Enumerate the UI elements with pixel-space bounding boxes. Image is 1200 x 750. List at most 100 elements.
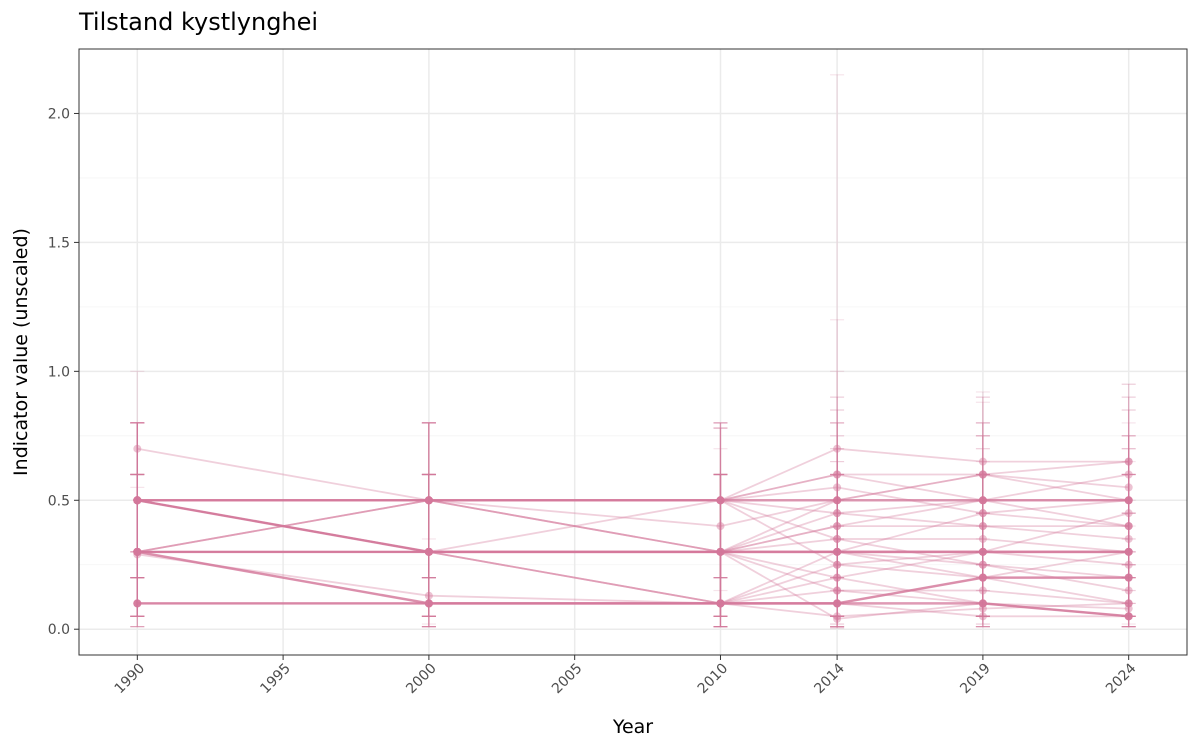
data-point bbox=[424, 496, 433, 505]
series-line bbox=[137, 499, 1129, 610]
plot-panel-border bbox=[78, 48, 1188, 656]
series-line bbox=[137, 460, 1129, 553]
data-point bbox=[424, 496, 433, 505]
data-point bbox=[1124, 573, 1133, 582]
data-point bbox=[424, 599, 433, 608]
series-line bbox=[137, 447, 1129, 553]
x-tick-label: 2014 bbox=[811, 660, 848, 697]
data-point bbox=[716, 599, 725, 608]
data-point bbox=[133, 547, 142, 556]
series-line bbox=[137, 499, 1129, 553]
data-point bbox=[833, 547, 842, 556]
series-line bbox=[137, 499, 1129, 553]
series-group bbox=[130, 396, 1136, 617]
data-point bbox=[978, 612, 987, 621]
data-point bbox=[1124, 496, 1133, 505]
data-point bbox=[978, 599, 987, 608]
data-point bbox=[716, 496, 725, 505]
data-point bbox=[978, 560, 987, 569]
data-point bbox=[424, 547, 433, 556]
series-group bbox=[130, 473, 1136, 628]
x-tick-label: 1995 bbox=[257, 661, 294, 698]
data-point bbox=[1124, 586, 1133, 595]
data-point bbox=[1124, 573, 1133, 582]
x-axis-title: Year bbox=[612, 716, 653, 738]
series-group bbox=[130, 473, 1136, 628]
data-point bbox=[133, 496, 142, 505]
series-group bbox=[130, 401, 1136, 617]
data-point bbox=[833, 534, 842, 543]
data-point bbox=[978, 509, 987, 518]
y-axis-ticks: 0.0 0.5 1.0 1.5 2.0 bbox=[48, 106, 79, 638]
data-point bbox=[424, 547, 433, 556]
data-point bbox=[716, 547, 725, 556]
data-point bbox=[1124, 496, 1133, 505]
data-point bbox=[978, 470, 987, 479]
data-point bbox=[1124, 522, 1133, 531]
data-point bbox=[978, 496, 987, 505]
data-point bbox=[1124, 547, 1133, 556]
data-point bbox=[833, 483, 842, 492]
data-point bbox=[1124, 496, 1133, 505]
data-point bbox=[978, 457, 987, 466]
data-point bbox=[424, 547, 433, 556]
series-line bbox=[137, 473, 1129, 553]
series-line bbox=[137, 551, 1129, 605]
data-point bbox=[716, 599, 725, 608]
data-point bbox=[133, 547, 142, 556]
series-group bbox=[130, 383, 1136, 617]
series-line bbox=[137, 551, 1129, 620]
data-point bbox=[424, 496, 433, 505]
data-point bbox=[1124, 522, 1133, 531]
data-point bbox=[716, 547, 725, 556]
series-line bbox=[137, 499, 1129, 618]
data-point bbox=[133, 599, 142, 608]
data-point bbox=[978, 470, 987, 479]
series-group bbox=[130, 370, 1136, 592]
x-tick-label: 1990 bbox=[112, 661, 149, 698]
data-point bbox=[424, 496, 433, 505]
data-point bbox=[978, 560, 987, 569]
series-line bbox=[137, 499, 1129, 553]
data-point bbox=[133, 599, 142, 608]
data-point bbox=[833, 560, 842, 569]
data-point bbox=[833, 547, 842, 556]
data-point bbox=[978, 599, 987, 608]
data-point bbox=[424, 547, 433, 556]
chart-title: Tilstand kystlynghei bbox=[78, 8, 318, 36]
data-point bbox=[833, 586, 842, 595]
x-tick-label: 2024 bbox=[1103, 660, 1140, 697]
data-point bbox=[1124, 599, 1133, 608]
x-tick-label: 2005 bbox=[549, 661, 586, 698]
series-layer bbox=[130, 74, 1136, 629]
data-point bbox=[978, 496, 987, 505]
data-point bbox=[424, 599, 433, 608]
series-line bbox=[137, 486, 1129, 553]
data-point bbox=[833, 586, 842, 595]
data-point bbox=[978, 534, 987, 543]
data-point bbox=[133, 547, 142, 556]
data-point bbox=[1124, 457, 1133, 466]
data-point bbox=[716, 547, 725, 556]
data-point bbox=[1124, 612, 1133, 621]
data-point bbox=[1124, 604, 1133, 613]
data-point bbox=[833, 522, 842, 531]
data-point bbox=[133, 547, 142, 556]
data-point bbox=[424, 496, 433, 505]
x-axis-ticks: 1990 1995 2000 2005 2010 2014 2019 2024 bbox=[112, 655, 1140, 697]
data-point bbox=[978, 573, 987, 582]
data-point bbox=[133, 496, 142, 505]
x-tick-label: 2000 bbox=[403, 661, 440, 698]
y-tick-label: 1.0 bbox=[48, 364, 70, 380]
series-line bbox=[137, 499, 1129, 605]
data-point bbox=[978, 470, 987, 479]
y-tick-label: 1.5 bbox=[48, 235, 70, 251]
data-point bbox=[133, 496, 142, 505]
data-point bbox=[1124, 509, 1133, 518]
data-point bbox=[133, 496, 142, 505]
series-line bbox=[137, 473, 1129, 553]
data-point bbox=[716, 599, 725, 608]
data-point bbox=[978, 586, 987, 595]
series-group bbox=[130, 422, 1136, 617]
